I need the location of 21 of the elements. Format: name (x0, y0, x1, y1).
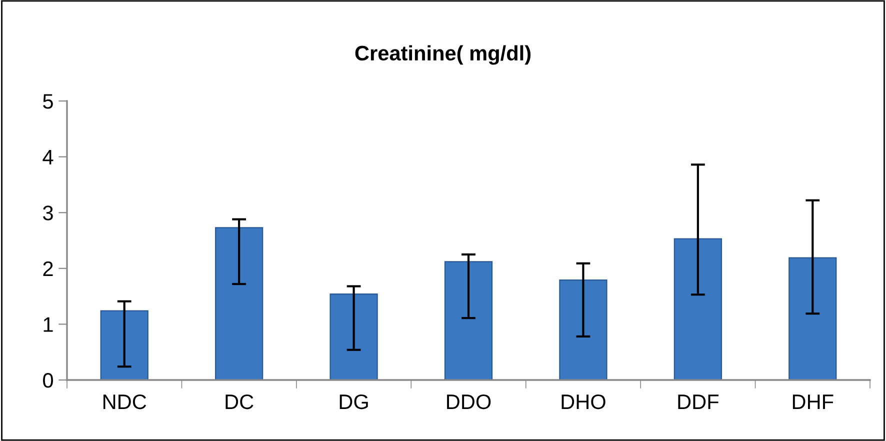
chart-title: Creatinine( mg/dl) (355, 45, 531, 65)
x-tick-label: DDF (678, 394, 718, 409)
bar (330, 294, 378, 380)
bar (100, 310, 148, 380)
bar (674, 238, 722, 380)
x-tick-label: DHO (562, 394, 606, 410)
x-tick-label: DC (226, 394, 254, 410)
x-tick-label: DG (340, 394, 368, 410)
bar (215, 227, 264, 380)
x-tick-label: DHF (792, 394, 834, 409)
bar (444, 261, 493, 380)
y-tick-label: 4 (42, 150, 54, 164)
bar (559, 280, 608, 380)
y-tick-label: 5 (43, 94, 53, 109)
y-tick-label: 2 (43, 261, 53, 276)
x-tick-label: NDC (104, 394, 146, 410)
y-tick-label: 1 (44, 317, 53, 332)
bar (788, 257, 837, 380)
y-tick-label: 0 (43, 373, 53, 388)
y-tick-label: 3 (43, 206, 53, 220)
x-tick-label: DDO (447, 394, 491, 410)
